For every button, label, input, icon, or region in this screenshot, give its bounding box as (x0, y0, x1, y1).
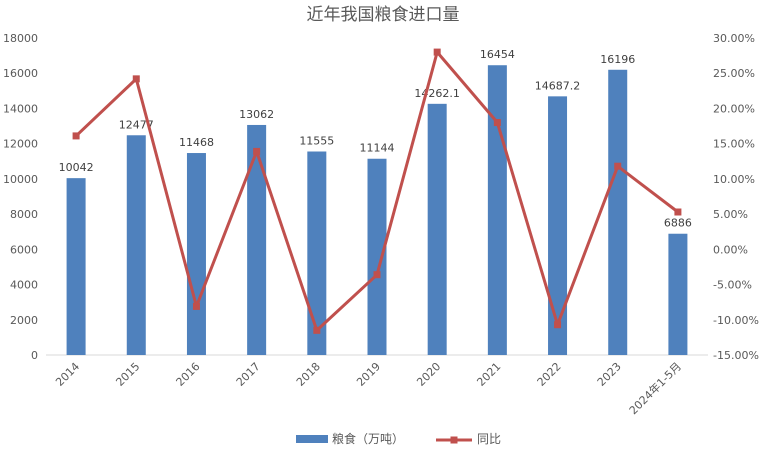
line-marker (313, 326, 321, 334)
y-right-tick-label: 20.00% (713, 102, 755, 115)
x-tick-label: 2020 (414, 360, 443, 389)
line-marker (554, 321, 562, 329)
y-left-tick-label: 0 (31, 349, 38, 362)
line-marker (192, 302, 200, 310)
y-left-tick-label: 8000 (10, 208, 38, 221)
y-left-tick-label: 10000 (3, 173, 38, 186)
bar-data-label: 11555 (299, 135, 334, 148)
line-marker (132, 75, 140, 83)
bar-data-label: 16196 (600, 53, 635, 66)
bar (186, 153, 206, 355)
line-marker (72, 132, 80, 140)
y-left-tick-label: 14000 (3, 102, 38, 115)
bar-data-label: 12477 (119, 118, 154, 131)
y-left-tick-label: 16000 (3, 67, 38, 80)
x-tick-label: 2018 (294, 360, 323, 389)
y-right-tick-label: 25.00% (713, 67, 755, 80)
legend-label: 粮食（万吨） (332, 431, 404, 446)
y-right-tick-label: 30.00% (713, 32, 755, 45)
legend: 粮食（万吨） 同比 (296, 431, 501, 446)
x-tick-label: 2014 (53, 360, 82, 389)
legend-label: 同比 (477, 432, 501, 446)
bar-data-label: 11144 (360, 142, 395, 155)
y-right-tick-label: -5.00% (713, 279, 752, 292)
x-tick-label: 2019 (354, 360, 383, 389)
bar (247, 124, 267, 355)
y-left-tick-label: 4000 (10, 279, 38, 292)
bar (608, 69, 628, 355)
bar (126, 135, 146, 355)
bar (367, 158, 387, 355)
line-marker (674, 208, 682, 216)
line-marker (614, 162, 622, 170)
x-tick-label: 2016 (174, 360, 203, 389)
y-right-tick-label: 10.00% (713, 173, 755, 186)
y-right-tick-label: -15.00% (713, 349, 759, 362)
y-right-tick-label: 15.00% (713, 138, 755, 151)
bar-data-label: 14687.2 (535, 79, 581, 92)
line-marker (253, 147, 261, 155)
chart-title: 近年我国粮食进口量 (307, 5, 460, 25)
line-marker (493, 119, 501, 127)
y-left-tick-label: 2000 (10, 314, 38, 327)
y-left-tick-label: 18000 (3, 32, 38, 45)
y-right-tick-label: -10.00% (713, 314, 759, 327)
plot-area: 0 2000 4000 6000 8000 10000 12000 14000 16000 180… (3, 32, 759, 417)
bar-data-label: 11468 (179, 136, 214, 149)
bar-data-label: 16454 (480, 48, 515, 61)
y-right-tick-label: 0.00% (713, 243, 748, 256)
x-tick-label: 2023 (595, 360, 624, 389)
bar (668, 233, 688, 355)
bar (307, 151, 327, 355)
y-left-tick-label: 6000 (10, 243, 38, 256)
x-tick-label: 2017 (234, 360, 263, 389)
bar-data-label: 14262.1 (414, 87, 460, 100)
x-tick-label: 2022 (535, 360, 564, 389)
bar (66, 178, 86, 355)
legend-bar-swatch (296, 435, 328, 443)
y-right-tick-label: 5.00% (713, 208, 748, 221)
line-marker (433, 48, 441, 56)
bar-data-label: 13062 (239, 108, 274, 121)
bar (487, 65, 507, 355)
bar (427, 103, 447, 355)
bar (548, 96, 568, 355)
line-marker (373, 271, 381, 279)
x-tick-label: 2024年1-5月 (626, 359, 684, 417)
bar-data-label: 6886 (664, 217, 692, 230)
bar-data-label: 10042 (59, 161, 94, 174)
y-left-tick-label: 12000 (3, 138, 38, 151)
x-tick-label: 2021 (474, 360, 503, 389)
legend-line-marker (450, 436, 458, 444)
x-tick-label: 2015 (113, 360, 142, 389)
